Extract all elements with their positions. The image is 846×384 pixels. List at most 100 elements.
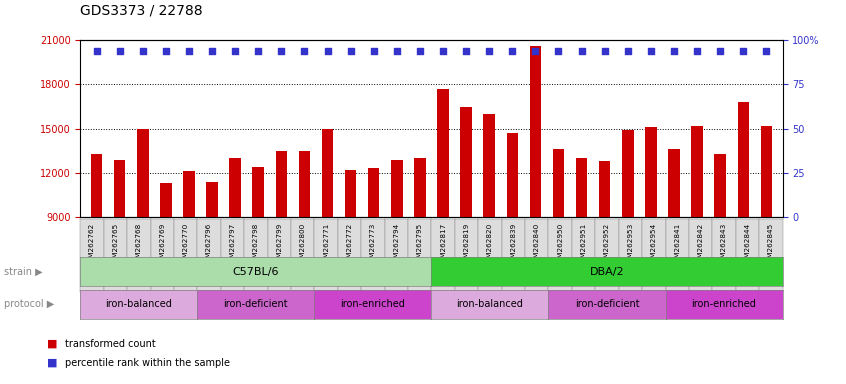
Point [713,48,727,54]
Bar [761,126,772,217]
Text: GSM262952: GSM262952 [604,223,610,267]
Bar [714,154,726,217]
Point [343,48,357,54]
Point [482,48,496,54]
Bar [276,151,287,217]
Point [644,48,657,54]
Text: GSM262819: GSM262819 [464,223,470,267]
Point [251,48,265,54]
Point [136,48,150,54]
Text: GSM262842: GSM262842 [698,223,704,267]
Bar [368,168,380,217]
Text: GDS3373 / 22788: GDS3373 / 22788 [80,3,203,17]
Point [228,48,242,54]
Bar [552,149,564,217]
Text: ■: ■ [47,339,57,349]
Text: GSM262772: GSM262772 [347,223,353,267]
Text: GSM262800: GSM262800 [299,223,305,267]
Text: GSM262845: GSM262845 [768,223,774,267]
Bar [599,161,611,217]
Point [667,48,681,54]
Bar [437,89,448,217]
Text: GSM262771: GSM262771 [323,223,329,267]
Text: GSM262797: GSM262797 [229,223,235,267]
Point [598,48,612,54]
Bar [530,46,541,217]
Text: GSM262953: GSM262953 [628,223,634,267]
Text: GSM262794: GSM262794 [393,223,399,267]
Text: C57BL/6: C57BL/6 [233,266,279,277]
Point [90,48,103,54]
Text: GSM262770: GSM262770 [183,223,189,267]
Text: GSM262817: GSM262817 [440,223,446,267]
Point [529,48,542,54]
Bar [483,114,495,217]
Text: GSM262950: GSM262950 [558,223,563,267]
Point [552,48,565,54]
Text: GSM262839: GSM262839 [510,223,516,267]
Bar [206,182,217,217]
Text: GSM262796: GSM262796 [206,223,212,267]
Point [459,48,473,54]
Text: GSM262765: GSM262765 [113,223,118,267]
Point [413,48,426,54]
Point [621,48,634,54]
Point [321,48,334,54]
Bar [252,167,264,217]
Text: iron-enriched: iron-enriched [340,299,405,310]
Text: protocol ▶: protocol ▶ [4,299,54,310]
Text: percentile rank within the sample: percentile rank within the sample [65,358,230,368]
Text: GSM262841: GSM262841 [674,223,680,267]
Point [437,48,450,54]
Text: iron-deficient: iron-deficient [574,299,640,310]
Text: DBA/2: DBA/2 [590,266,624,277]
Point [159,48,173,54]
Bar [345,170,356,217]
Bar [160,183,172,217]
Bar [738,102,749,217]
Bar [91,154,102,217]
Bar [460,106,472,217]
Point [574,48,588,54]
Bar [691,126,703,217]
Point [737,48,750,54]
Text: GSM262799: GSM262799 [277,223,283,267]
Text: iron-deficient: iron-deficient [223,299,288,310]
Text: transformed count: transformed count [65,339,156,349]
Bar [668,149,680,217]
Bar [299,151,310,217]
Bar [391,160,403,217]
Point [206,48,219,54]
Text: GSM262769: GSM262769 [159,223,165,267]
Point [275,48,288,54]
Bar [645,127,656,217]
Text: iron-enriched: iron-enriched [691,299,756,310]
Bar [415,158,426,217]
Text: GSM262951: GSM262951 [580,223,586,267]
Text: GSM262843: GSM262843 [721,223,727,267]
Bar [137,129,149,217]
Text: GSM262795: GSM262795 [417,223,423,267]
Bar [229,158,241,217]
Bar [576,158,587,217]
Point [506,48,519,54]
Point [113,48,126,54]
Text: GSM262840: GSM262840 [534,223,540,267]
Bar [507,133,518,217]
Text: ■: ■ [47,358,57,368]
Text: GSM262798: GSM262798 [253,223,259,267]
Text: GSM262820: GSM262820 [487,223,493,267]
Text: GSM262954: GSM262954 [651,223,656,267]
Text: GSM262773: GSM262773 [370,223,376,267]
Bar [114,160,125,217]
Point [298,48,311,54]
Text: iron-balanced: iron-balanced [106,299,173,310]
Point [760,48,773,54]
Bar [622,130,634,217]
Text: GSM262844: GSM262844 [744,223,750,267]
Text: iron-balanced: iron-balanced [457,299,524,310]
Text: strain ▶: strain ▶ [4,266,43,277]
Point [390,48,404,54]
Bar [321,129,333,217]
Text: GSM262762: GSM262762 [89,223,95,267]
